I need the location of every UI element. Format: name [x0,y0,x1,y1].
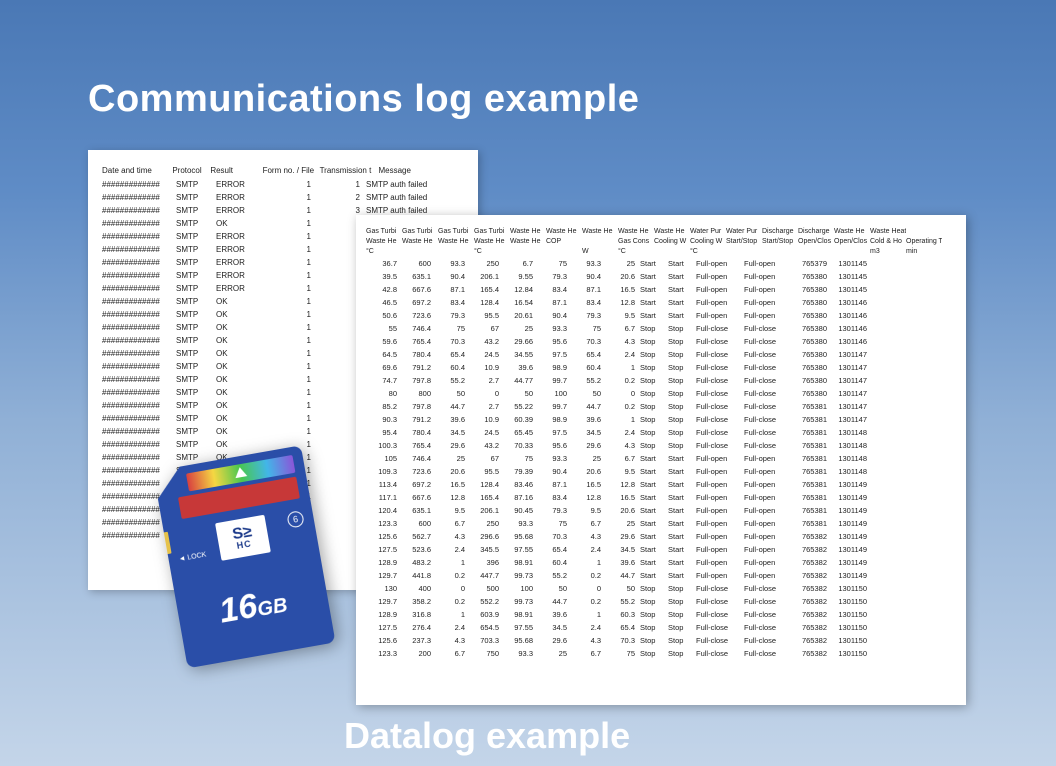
sd-speed-class: 6 [286,510,305,529]
data-row: 42.8667.687.1165.412.8483.487.116.5Start… [366,283,956,296]
data-row: 39.5635.190.4206.19.5579.390.420.6StartS… [366,270,956,283]
data-row: 125.6562.74.3296.695.6870.34.329.6StartS… [366,530,956,543]
data-row: 123.36006.725093.3756.725StartStartFull-… [366,517,956,530]
data-row: 59.6765.470.343.229.6695.670.34.3StopSto… [366,335,956,348]
data-header-2: Waste HeWaste HeWaste HeWaste HeWaste He… [366,237,956,246]
sdhc-logo: S≥ HC [215,515,271,561]
data-row: 95.4780.434.524.565.4597.534.52.4StopSto… [366,426,956,439]
datalog-panel: Gas TurbiGas TurbiGas TurbiGas TurbiWast… [356,215,966,705]
data-row: 128.9316.81603.998.9139.6160.3StopStopFu… [366,608,956,621]
data-row: 129.7441.80.2447.799.7355.20.244.7StartS… [366,569,956,582]
col-datetime: Date and time [102,166,172,175]
data-row: 127.5523.62.4345.597.5565.42.434.5StartS… [366,543,956,556]
sd-capacity: 16GB [176,574,330,638]
sd-card: ◄ LOCK S≥ HC 6 16GB [153,442,357,678]
sd-body: ◄ LOCK S≥ HC 6 16GB [153,445,335,668]
col-protocol: Protocol [172,166,210,175]
data-row: 8080050050100500StopStopFull-closeFull-c… [366,387,956,400]
data-row: 113.4697.216.5128.483.4687.116.512.8Star… [366,478,956,491]
data-row: 130400050010050050StopStopFull-closeFull… [366,582,956,595]
data-row: 85.2797.844.72.755.2299.744.70.2StopStop… [366,400,956,413]
data-row: 109.3723.620.695.579.3990.420.69.5StartS… [366,465,956,478]
data-row: 74.7797.855.22.744.7799.755.20.2StopStop… [366,374,956,387]
data-row: 117.1667.612.8165.487.1683.412.816.5Star… [366,491,956,504]
col-result: Result [210,166,262,175]
col-form: Form no. / File [263,166,320,175]
data-row: 127.5276.42.4654.597.5534.52.465.4StopSt… [366,621,956,634]
data-row: 125.6237.34.3703.395.6829.64.370.3StopSt… [366,634,956,647]
data-row: 36.760093.32506.77593.325StartStartFull-… [366,257,956,270]
sd-lock-label: ◄ LOCK [178,551,207,563]
data-row: 55746.475672593.3756.7StopStopFull-close… [366,322,956,335]
data-row: 50.6723.679.395.520.6190.479.39.5StartSt… [366,309,956,322]
data-row: 69.6791.260.410.939.698.960.41StopStopFu… [366,361,956,374]
comm-row: #############SMTPERROR12SMTP auth failed [102,191,464,204]
data-header-1: Gas TurbiGas TurbiGas TurbiGas TurbiWast… [366,227,956,236]
data-row: 128.9483.2139698.9160.4139.6StartStartFu… [366,556,956,569]
col-message: Message [378,166,464,175]
data-row: 64.5780.465.424.534.5597.565.42.4StopSto… [366,348,956,361]
data-row: 105746.425677593.3256.7StartStartFull-op… [366,452,956,465]
comm-row: #############SMTPERROR11SMTP auth failed [102,178,464,191]
data-row: 123.32006.775093.3256.775StopStopFull-cl… [366,647,956,660]
data-row: 120.4635.19.5206.190.4579.39.520.6StartS… [366,504,956,517]
data-row: 46.5697.283.4128.416.5487.183.412.8Start… [366,296,956,309]
title-top: Communications log example [88,78,639,121]
data-row: 129.7358.20.2552.299.7344.70.255.2StopSt… [366,595,956,608]
data-row: 100.3765.429.643.270.3395.629.64.3StopSt… [366,439,956,452]
comm-header-row: Date and time Protocol Result Form no. /… [102,166,464,175]
data-units-row: °C°CW°C°Cm3min [366,247,956,256]
title-bottom: Datalog example [344,715,630,757]
data-row: 90.3791.239.610.960.3998.939.61StopStopF… [366,413,956,426]
sd-logo-bot: HC [236,539,252,550]
col-transmission: Transmission t [320,166,379,175]
